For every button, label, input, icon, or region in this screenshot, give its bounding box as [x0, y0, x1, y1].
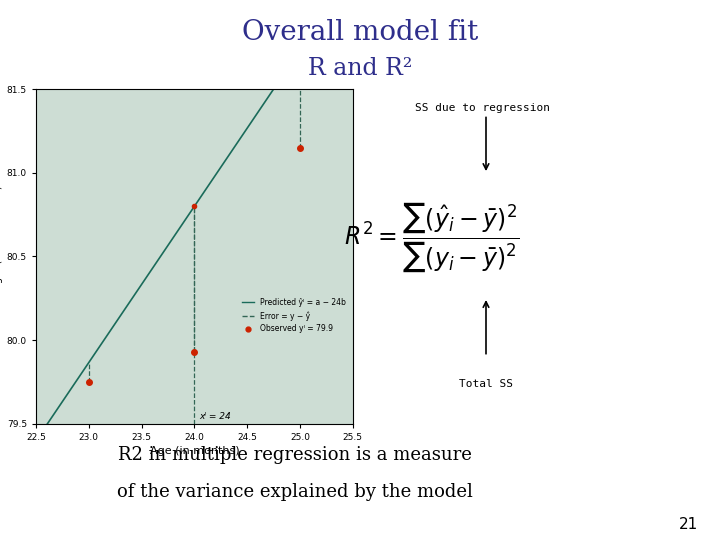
Y-axis label: Mean height (in centimeters): Mean height (in centimeters): [0, 185, 3, 328]
Text: SS due to regression: SS due to regression: [415, 103, 550, 113]
Text: 21: 21: [679, 517, 698, 532]
Text: xᴵ = 24: xᴵ = 24: [199, 412, 231, 421]
Text: $R^2 = \dfrac{\sum(\hat{y}_i - \bar{y})^2}{\sum(y_i - \bar{y})^2}$: $R^2 = \dfrac{\sum(\hat{y}_i - \bar{y})^…: [344, 201, 520, 274]
Text: R2 in multiple regression is a measure: R2 in multiple regression is a measure: [118, 446, 472, 463]
Text: Overall model fit: Overall model fit: [242, 19, 478, 46]
Text: of the variance explained by the model: of the variance explained by the model: [117, 483, 473, 501]
Legend: Predicted ŷᴵ = a − 24b, Error = y − ŷ̂, Observed yᴵ = 79.9: Predicted ŷᴵ = a − 24b, Error = y − ŷ̂, …: [240, 295, 349, 336]
Text: Total SS: Total SS: [459, 379, 513, 389]
Text: R and R²: R and R²: [308, 57, 412, 80]
X-axis label: Age (in months): Age (in months): [150, 446, 239, 456]
